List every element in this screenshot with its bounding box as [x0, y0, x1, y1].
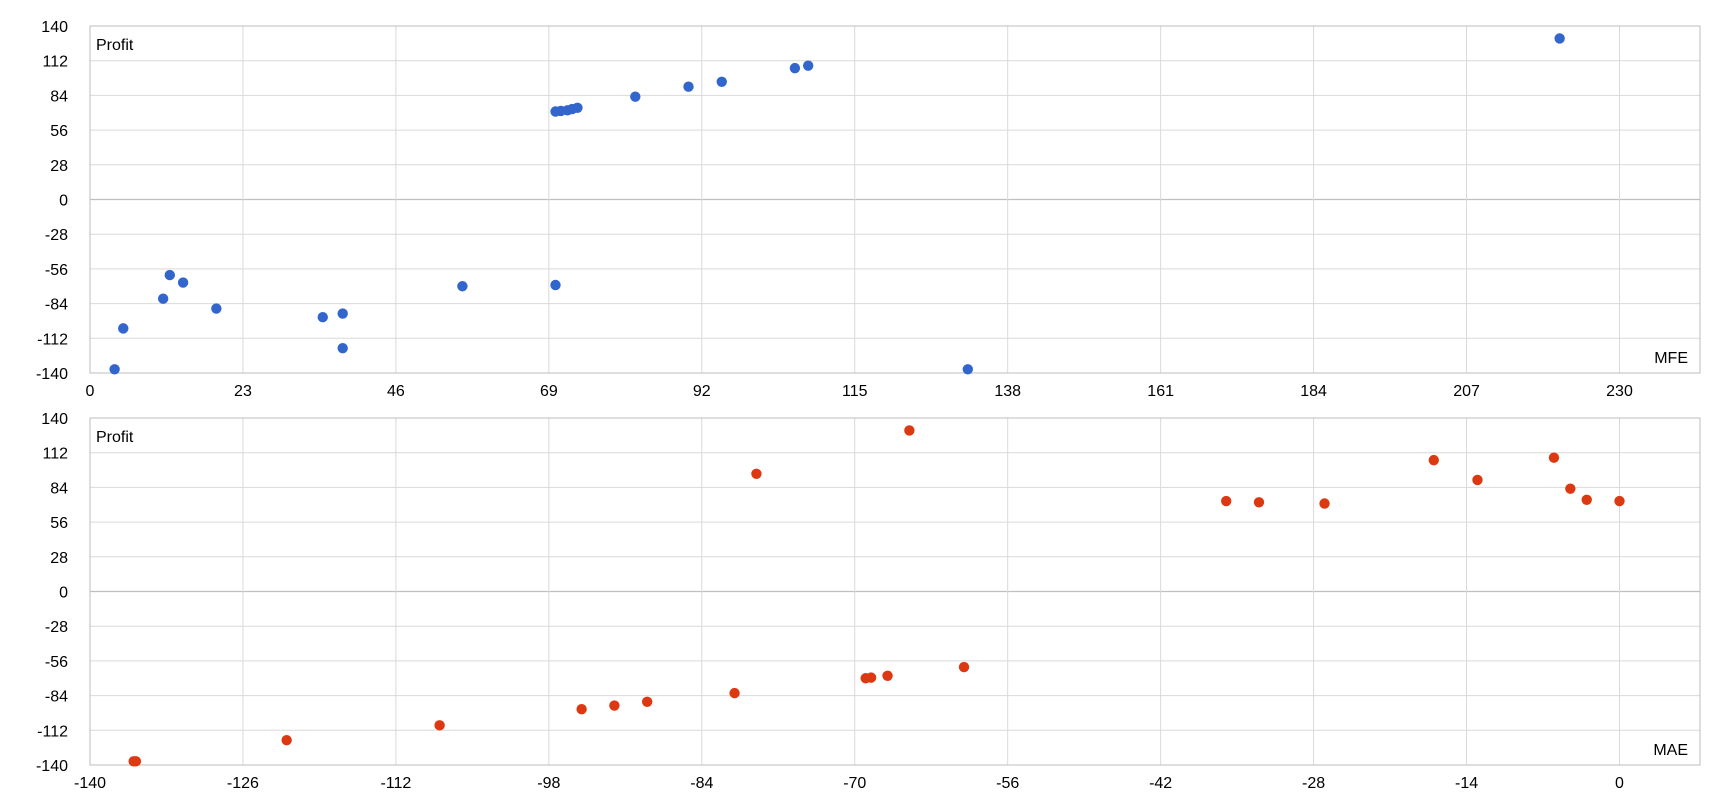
mfe-y-tick-label: -56 — [45, 262, 68, 279]
mfe-y-tick-label: -84 — [45, 297, 68, 314]
mae-data-point — [865, 672, 877, 683]
mfe-x-tick-label: 0 — [86, 383, 95, 400]
mae-data-point — [729, 687, 740, 699]
mae-data-point — [281, 735, 292, 746]
mfe-y-tick-label: -140 — [36, 366, 68, 383]
mae-x-tick-label: -84 — [690, 775, 713, 792]
mfe-data-point — [803, 60, 814, 71]
mae-y-axis-label: Profit — [96, 429, 134, 446]
mfe-data-point — [164, 269, 175, 281]
mae-y-tick-label: 84 — [50, 480, 68, 497]
mae-data-point — [904, 425, 915, 436]
mfe-y-tick-label: -112 — [37, 331, 68, 348]
mfe-data-point — [789, 62, 801, 74]
mae-x-tick-label: -126 — [227, 775, 259, 792]
mae-data-point — [751, 468, 762, 479]
mfe-x-tick-label: 115 — [842, 383, 868, 400]
mfe-y-tick-label: 140 — [41, 19, 68, 36]
mae-data-point — [1253, 497, 1265, 508]
mfe-data-point — [630, 91, 641, 102]
mfe-x-tick-label: 138 — [994, 383, 1021, 400]
mae-data-point — [609, 700, 620, 711]
mae-x-axis-label: MAE — [1653, 742, 1688, 759]
mae-data-point — [1565, 483, 1576, 494]
mfe-data-point — [317, 312, 328, 323]
mfe-y-tick-label: 28 — [50, 158, 68, 175]
mfe-data-point — [337, 308, 348, 319]
mfe-x-tick-label: 23 — [234, 383, 252, 400]
mae-data-point — [1548, 452, 1560, 463]
mae-y-tick-label: -28 — [45, 619, 68, 636]
mae-data-point — [641, 696, 653, 707]
mae-y-tick-label: 140 — [41, 411, 68, 428]
mae-x-tick-label: 0 — [1615, 775, 1624, 792]
mae-data-point — [1581, 494, 1592, 505]
mae-x-tick-label: -70 — [843, 775, 866, 792]
mae-x-tick-label: -98 — [537, 775, 560, 792]
mae-data-point — [130, 756, 142, 767]
mfe-data-point — [211, 303, 222, 314]
mfe-y-tick-label: 56 — [50, 123, 68, 140]
mae-plot-frame — [89, 417, 1701, 766]
mfe-x-tick-label: 92 — [693, 383, 711, 400]
mae-x-tick-label: -14 — [1455, 775, 1478, 792]
mae-x-tick-label: -112 — [380, 775, 411, 792]
mae-data-point — [576, 704, 587, 715]
mae-y-tick-label: 56 — [50, 515, 68, 532]
mae-y-tick-label: -56 — [45, 654, 68, 671]
mfe-data-point — [157, 293, 169, 304]
mfe-y-tick-label: 84 — [50, 88, 68, 105]
mfe-y-tick-label: -28 — [45, 227, 68, 244]
mfe-x-tick-label: 184 — [1300, 383, 1327, 400]
mfe-plot-frame — [89, 25, 1701, 374]
mfe-x-tick-label: 230 — [1606, 383, 1633, 400]
mae-data-point — [1614, 495, 1625, 507]
mfe-x-axis-label: MFE — [1654, 350, 1688, 367]
mae-data-point — [958, 661, 970, 673]
mfe-data-point — [1554, 33, 1565, 44]
mae-y-tick-label: 28 — [50, 550, 68, 567]
mae-x-tick-label: -140 — [74, 775, 106, 792]
mfe-data-point — [572, 102, 583, 113]
mae-data-point — [1428, 454, 1439, 466]
mae-data-point — [1319, 498, 1330, 509]
mfe-y-tick-label: 0 — [59, 193, 68, 210]
mfe-data-point — [683, 81, 694, 92]
mfe-data-point — [337, 343, 348, 354]
mfe-data-point — [716, 76, 727, 87]
mae-data-point — [882, 670, 893, 681]
mfe-x-tick-label: 46 — [387, 383, 405, 400]
mae-y-tick-label: 0 — [59, 585, 68, 602]
mfe-data-point — [177, 277, 189, 288]
mae-data-point — [1472, 474, 1483, 486]
mfe-data-point — [457, 281, 468, 292]
mae-y-tick-label: -112 — [37, 723, 68, 740]
mfe-data-point — [109, 364, 120, 375]
mae-data-point — [1221, 495, 1232, 507]
mfe-y-tick-label: 112 — [42, 54, 68, 71]
mfe-y-axis-label: Profit — [96, 37, 134, 54]
mae-y-tick-label: -84 — [45, 689, 68, 706]
mfe-x-tick-label: 161 — [1147, 383, 1174, 400]
mae-x-tick-label: -42 — [1149, 775, 1172, 792]
mfe-data-point — [118, 323, 129, 334]
mae-data-point — [434, 720, 445, 731]
mae-x-tick-label: -28 — [1302, 775, 1325, 792]
mae-x-tick-label: -56 — [996, 775, 1019, 792]
mfe-x-tick-label: 207 — [1453, 383, 1480, 400]
mfe-profit-scatter: 140 112 84 56 28 0 -28 -56 -84 -112 -140 0 23 46 69 92 1… — [36, 19, 1701, 400]
mfe-data-point — [550, 279, 561, 291]
mfe-x-tick-label: 69 — [540, 383, 558, 400]
mae-y-tick-label: 112 — [42, 446, 68, 463]
mae-y-tick-label: -140 — [36, 758, 68, 775]
mfe-data-point — [962, 364, 973, 375]
